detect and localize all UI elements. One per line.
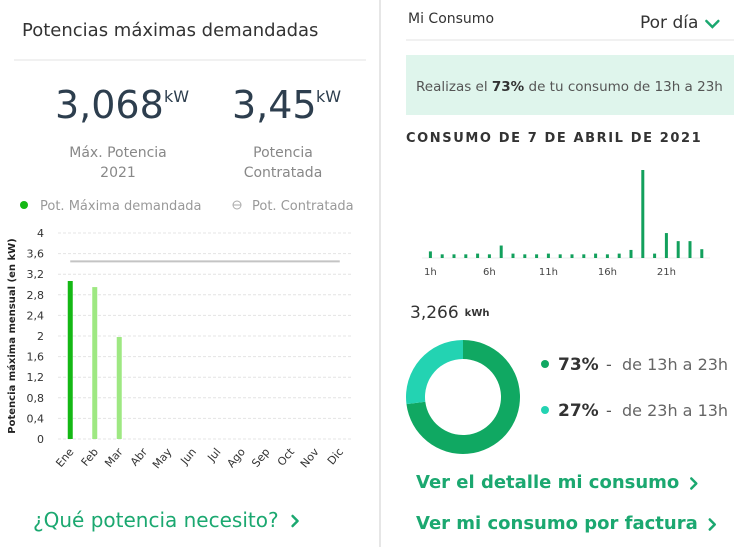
value-label: 73% [558,355,599,375]
link[interactable]: Ver el detalle mi consumo [416,472,679,493]
panel-title: Potencias máximas demandadas [22,20,318,41]
bar [570,254,574,258]
bar [92,287,98,439]
x-tick-label: 11h [539,267,558,278]
bar [452,254,456,258]
separator-text: - [606,401,612,420]
banner-text: Realizas el 73% de tu consumo de 13h a 2… [416,79,723,95]
bar [546,253,550,258]
separator-text: - [606,355,612,374]
bar [487,254,491,258]
stat-unit: kW [316,87,341,106]
x-tick-label: 6h [483,267,496,278]
bar [582,254,586,258]
total-value: 3,266 [410,303,459,323]
link[interactable]: Ver mi consumo por factura [416,513,698,534]
bar [617,253,621,258]
link[interactable]: ¿Qué potencia necesito? [33,508,279,532]
value-label: 27% [558,401,599,421]
bar [511,253,515,258]
stat-label: Contratada [244,165,323,181]
bar [523,254,527,258]
x-tick-label: 21h [657,267,676,278]
heading: CONSUMO DE 7 DE ABRIL DE 2021 [406,131,702,146]
y-tick-label: 1,2 [27,371,45,384]
legend-dot [20,201,28,209]
bar [605,254,609,258]
y-tick-label: 1,6 [27,351,45,364]
total-unit: kWh [465,308,490,319]
chevron [705,19,720,29]
bar [116,337,122,439]
bar [641,170,645,258]
bar [464,254,468,258]
section-title: Mi Consumo [408,11,494,27]
donut-segment [406,340,520,455]
y-tick-label: 2,8 [27,289,45,302]
bar [440,254,444,258]
bar [676,241,680,258]
y-tick-label: 0,8 [27,392,45,405]
y-tick-label: 3,6 [27,248,45,261]
y-tick-label: 0 [37,433,44,446]
stat-label: 2021 [100,165,136,181]
legend-dot [541,406,549,414]
bar [428,251,432,258]
legend-label: de 13h a 23h [622,355,728,374]
bar [653,253,657,258]
y-tick-label: 3,2 [27,268,45,281]
legend-label[interactable]: Pot. Contratada [252,199,354,214]
dropdown[interactable]: Por día [640,13,698,33]
x-tick-label: 1h [424,267,437,278]
stat-value: 3,068 [55,83,164,127]
bar [535,254,539,258]
bar [688,241,692,258]
bar [476,253,480,258]
stat-label: Potencia [253,145,313,161]
y-tick-label: 0,4 [27,412,45,425]
bar [629,249,633,258]
bar [499,245,503,258]
stat-label: Máx. Potencia [69,145,167,161]
chevron [690,477,698,490]
legend-label: de 23h a 13h [622,401,728,420]
banner-part: de tu consumo de 13h a 23h [524,79,723,95]
bar [664,233,668,258]
chevron [708,518,716,531]
y-tick-label: 2 [37,330,44,343]
legend-dot [541,360,549,368]
bar [558,254,562,258]
stat-unit: kW [164,87,189,106]
stat-value: 3,45 [232,83,317,127]
y-tick-label: 2,4 [27,309,45,322]
banner [406,55,734,115]
y-axis-title: Potencia máxima mensual (en kW) [6,238,18,433]
y-tick-label: 4 [37,227,44,240]
banner-part: Realizas el [416,79,492,95]
chevron [291,514,299,528]
bar [594,253,598,258]
bar [700,249,704,258]
legend-label[interactable]: Pot. Máxima demandada [40,199,202,214]
donut-segment [406,340,463,405]
bar [67,280,73,439]
banner-highlight: 73% [492,79,525,95]
x-tick-label: 16h [598,267,617,278]
